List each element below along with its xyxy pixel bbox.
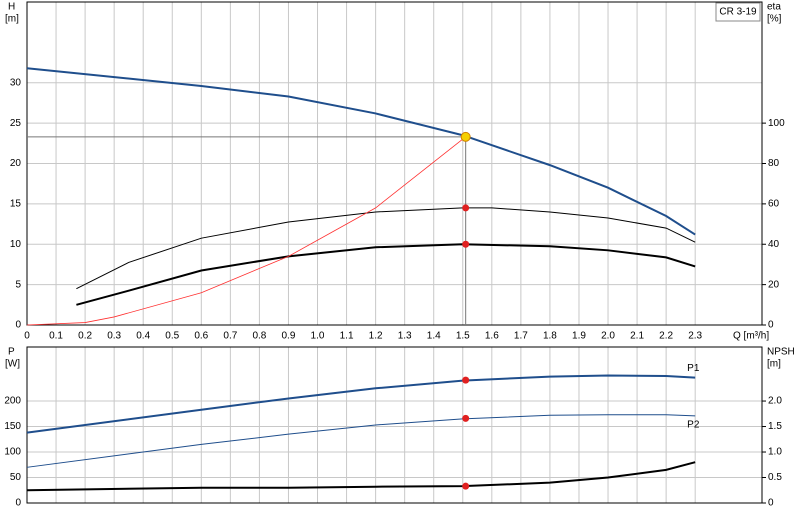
y-axis-unit: [W] — [5, 359, 20, 370]
x-tick-label: 1.6 — [485, 331, 499, 342]
y-axis-title: P — [8, 347, 15, 358]
x-tick-label: 1.0 — [311, 331, 325, 342]
operating-point — [462, 376, 470, 384]
x-tick-label: 1.2 — [369, 331, 383, 342]
y2-tick-label: 80 — [768, 158, 780, 169]
x-tick-label: 0 — [24, 331, 30, 342]
y-tick-label: 50 — [10, 472, 22, 483]
x-tick-label: 1.3 — [398, 331, 412, 342]
x-tick-label: 0.8 — [252, 331, 266, 342]
y2-tick-label: 40 — [768, 239, 780, 250]
x-tick-label: 0.6 — [194, 331, 208, 342]
operating-point — [460, 131, 471, 142]
y2-tick-label: 0.5 — [768, 472, 782, 483]
y2-tick-label: 2.0 — [768, 396, 782, 407]
y2-axis-title: NPSH — [767, 347, 795, 358]
y2-axis-unit: [%] — [767, 14, 782, 25]
y-tick-label: 0 — [15, 498, 21, 509]
x-tick-label: 2.2 — [659, 331, 673, 342]
x-tick-label: 1.4 — [427, 331, 441, 342]
x-tick-label: 0.1 — [49, 331, 63, 342]
title-box — [715, 2, 761, 22]
y-tick-label: 5 — [15, 279, 21, 290]
x-axis-title: Q [m³/h] — [733, 331, 769, 342]
y-tick-label: 10 — [10, 239, 22, 250]
y2-tick-label: 1.0 — [768, 447, 782, 458]
x-tick-label: 2.1 — [630, 331, 644, 342]
x-tick-label: 0.5 — [165, 331, 179, 342]
y-tick-label: 25 — [10, 118, 22, 129]
series-label: P1 — [687, 363, 700, 374]
x-tick-label: 1.1 — [340, 331, 354, 342]
y2-tick-label: 0 — [768, 498, 774, 509]
chart-title: CR 3-19 — [719, 7, 757, 18]
y-tick-label: 30 — [10, 77, 22, 88]
y-tick-label: 0 — [15, 320, 21, 331]
x-tick-label: 1.7 — [514, 331, 528, 342]
operating-point — [462, 482, 470, 490]
y2-tick-label: 100 — [768, 118, 785, 129]
plot-frame — [26, 346, 763, 504]
y-axis-title: H — [8, 2, 15, 13]
x-tick-label: 0.9 — [282, 331, 296, 342]
operating-point — [462, 414, 470, 422]
x-tick-label: 1.9 — [572, 331, 586, 342]
x-tick-label: 2.3 — [688, 331, 702, 342]
series-line — [26, 136, 466, 326]
x-tick-label: 0.3 — [107, 331, 121, 342]
y-tick-label: 100 — [4, 447, 21, 458]
y-tick-label: 150 — [4, 421, 21, 432]
operating-point — [462, 240, 470, 248]
y2-tick-label: 20 — [768, 279, 780, 290]
x-tick-label: 0.4 — [136, 331, 150, 342]
x-tick-label: 1.5 — [456, 331, 470, 342]
y2-tick-label: 0 — [768, 320, 774, 331]
series-line — [76, 243, 696, 306]
series-label: P2 — [687, 419, 700, 430]
y-tick-label: 200 — [4, 396, 21, 407]
y-axis-unit: [m] — [5, 14, 19, 25]
y2-tick-label: 1.5 — [768, 421, 782, 432]
x-tick-label: 1.8 — [543, 331, 557, 342]
y-tick-label: 15 — [10, 199, 22, 210]
x-tick-label: 0.2 — [78, 331, 92, 342]
x-tick-label: 0.7 — [223, 331, 237, 342]
y2-axis-unit: [m] — [767, 359, 781, 370]
x-tick-label: 2.0 — [601, 331, 615, 342]
plot-frame — [26, 1, 763, 326]
y-tick-label: 20 — [10, 158, 22, 169]
operating-point — [462, 204, 470, 212]
y2-axis-title: eta — [767, 2, 781, 13]
y2-tick-label: 60 — [768, 199, 780, 210]
